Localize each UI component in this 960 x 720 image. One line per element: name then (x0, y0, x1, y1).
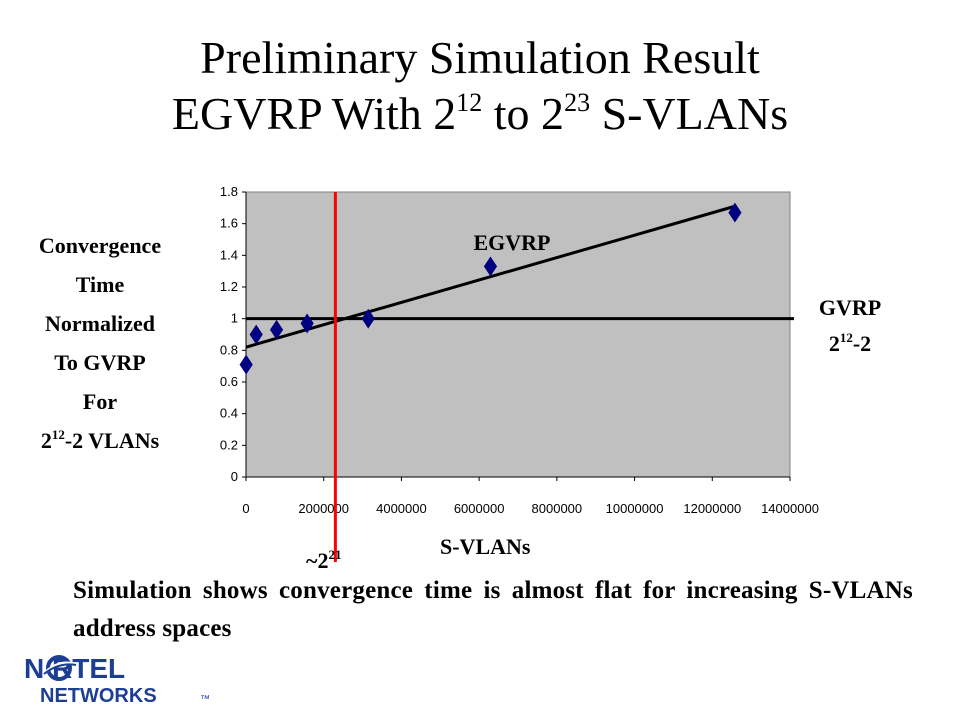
title-exponent: 23 (564, 88, 591, 117)
y-tick-label: 0.4 (220, 406, 238, 421)
y-tick-label: 1.4 (220, 247, 238, 262)
crossover-part: ~2 (306, 548, 329, 573)
title-part: S-VLANs (590, 88, 789, 139)
y-label-line: For (82, 389, 118, 414)
crossover-exponent: 21 (328, 547, 342, 562)
y-label-part: -2 VLANs (64, 428, 160, 453)
data-point-marker (269, 319, 284, 340)
title-line-1: Preliminary Simulation Result (200, 32, 760, 83)
x-tick-label: 6000000 (454, 501, 505, 516)
data-point-marker (300, 313, 314, 334)
data-point-marker (239, 354, 253, 375)
gvrp-part: 2 (828, 331, 840, 356)
y-axis-label: Convergence Time Normalized To GVRP For … (0, 226, 200, 460)
title-exponent: 12 (456, 88, 483, 117)
nortel-networks-logo: N RTEL NETWORKS ™ (24, 653, 210, 707)
y-label-line: Convergence (38, 233, 162, 258)
chart-root: 0 0.2 0.4 0.6 0.8 1 1.2 1.4 1.6 1.8 0 2000000 400000… (220, 184, 819, 562)
y-label-line: Normalized (45, 311, 155, 336)
logo-trademark: ™ (200, 694, 210, 705)
logo-bottom-text: NETWORKS (40, 685, 157, 707)
y-tick-label: 1.8 (220, 184, 238, 199)
y-tick-label: 0.6 (220, 374, 238, 389)
y-label-line: To GVRP (54, 350, 146, 375)
x-tick-label: 4000000 (376, 501, 427, 516)
slide-title: Preliminary Simulation Result EGVRP With… (0, 30, 960, 142)
y-tick-label: 0.8 (220, 342, 238, 357)
gvrp-part: -2 (852, 331, 872, 356)
y-label-part: 2 (40, 428, 52, 453)
gvrp-exponent: 12 (839, 330, 853, 345)
x-tick-label: 10000000 (606, 501, 664, 516)
x-tick-label: 2000000 (298, 501, 349, 516)
y-label-line: 212-2 VLANs (0, 421, 200, 460)
title-part: to 2 (482, 88, 565, 139)
y-tick-label: 1 (231, 311, 238, 326)
x-tick-label: 8000000 (532, 501, 583, 516)
data-point-marker (483, 256, 498, 277)
data-point-marker (361, 308, 375, 329)
x-tick-label: 0 (242, 501, 249, 516)
x-axis-label: S-VLANs (440, 534, 531, 559)
series-label-egvrp: EGVRP (474, 230, 551, 255)
data-point-marker (249, 324, 263, 345)
y-tick-label: 0 (231, 469, 238, 484)
y-tick-label: 0.2 (220, 437, 238, 452)
title-line-2: EGVRP With 212 to 223 S-VLANs (0, 86, 960, 142)
data-point-marker (728, 202, 742, 223)
gvrp-label: GVRP (818, 295, 882, 320)
y-tick-label: 1.2 (220, 279, 238, 294)
egvrp-trendline (245, 204, 736, 349)
y-tick-label: 1.6 (220, 216, 238, 231)
logo-globe-icon (43, 655, 77, 681)
y-label-line: Time (75, 272, 125, 297)
caption: Simulation shows convergence time is alm… (73, 577, 913, 642)
gvrp-vlan-count: 212-2 (790, 326, 910, 362)
x-tick-label: 12000000 (683, 501, 741, 516)
title-part: EGVRP With 2 (171, 88, 457, 139)
y-label-exponent: 12 (51, 427, 65, 442)
logo-top-text: N RTEL (24, 653, 125, 684)
gvrp-reference-label: GVRP 212-2 (790, 290, 910, 362)
crossover-label: ~221 (306, 548, 341, 574)
x-tick-label: 14000000 (761, 501, 819, 516)
